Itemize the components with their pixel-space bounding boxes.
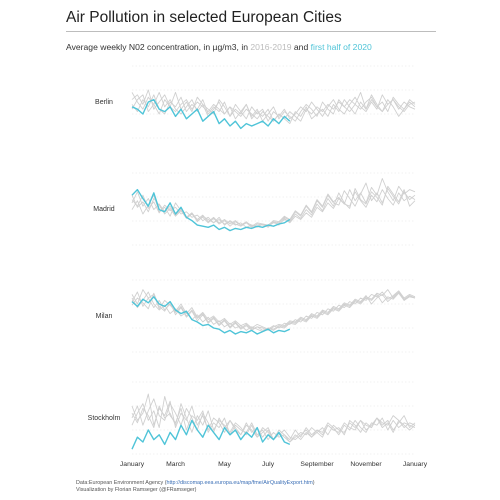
subtitle-current-label: first half of 2020 xyxy=(310,42,372,52)
x-tick-label: May xyxy=(218,461,231,468)
stockholm-historical-line-3 xyxy=(131,395,416,441)
source-note: Data:European Environment Agency (http:/… xyxy=(76,480,315,493)
madrid-historical-line-4 xyxy=(131,178,416,228)
city-label-berlin: Berlin xyxy=(95,99,113,106)
source-link[interactable]: http://discomap.eea.europa.eu/map/fme/Ai… xyxy=(166,480,313,486)
berlin-historical-line-3 xyxy=(131,91,416,122)
stockholm-historical-line-2 xyxy=(131,393,416,443)
subtitle-prefix: Average weekly N02 concentration, in µg/… xyxy=(66,42,251,52)
source-prefix: Data:European Environment Agency ( xyxy=(76,480,167,486)
x-tick-label: November xyxy=(350,461,382,468)
subtitle-historical-label: 2016-2019 xyxy=(250,42,292,52)
berlin-current-line xyxy=(131,98,291,130)
chart-subtitle: Average weekly N02 concentration, in µg/… xyxy=(66,42,372,52)
chart-title: Air Pollution in selected European Citie… xyxy=(66,9,342,26)
milan-historical-line-4 xyxy=(131,291,416,333)
source-suffix: ) xyxy=(312,480,315,486)
source-line: Data:European Environment Agency (http:/… xyxy=(76,480,315,487)
madrid-historical-line-2 xyxy=(131,185,416,228)
stockholm-current-line xyxy=(131,419,291,450)
x-tick-label: March xyxy=(166,461,185,468)
x-tick-label: January xyxy=(120,461,145,468)
credit-line: Visualization by Florian Ramseger (@FRam… xyxy=(76,486,197,493)
subtitle-middle: and xyxy=(291,42,311,52)
x-tick-label: January xyxy=(403,461,428,468)
city-label-milan: Milan xyxy=(96,313,113,320)
madrid-current-line xyxy=(131,188,291,232)
x-tick-label: September xyxy=(300,461,334,468)
city-label-madrid: Madrid xyxy=(93,206,115,213)
city-label-stockholm: Stockholm xyxy=(88,415,121,422)
title-divider xyxy=(66,31,436,32)
berlin-historical-line-2 xyxy=(131,94,416,125)
milan-current-line xyxy=(131,296,291,335)
x-tick-label: July xyxy=(262,461,275,468)
